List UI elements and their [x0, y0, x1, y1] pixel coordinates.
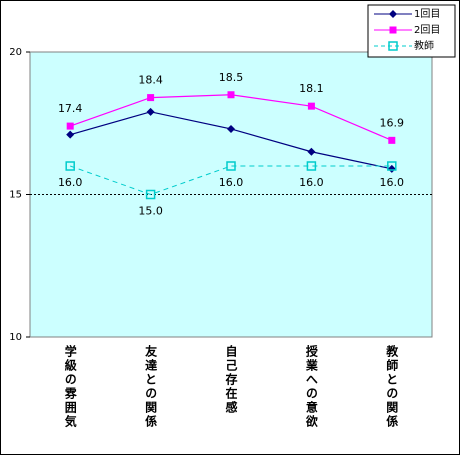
legend-marker	[388, 41, 398, 51]
data-point	[65, 161, 75, 171]
data-point	[306, 161, 317, 171]
legend-marker	[389, 26, 397, 34]
series-line	[70, 165, 392, 196]
data-label: 16.0	[380, 176, 405, 189]
data-point	[387, 161, 397, 171]
data-point	[227, 91, 235, 99]
x-tick-label: 友達との関係	[144, 344, 158, 429]
data-label: 18.4	[138, 74, 163, 87]
data-point	[387, 164, 396, 173]
legend-marker	[389, 10, 397, 18]
data-label: 16.0	[58, 176, 83, 189]
x-tick-label: 教師との関係	[385, 344, 399, 429]
data-point	[147, 94, 155, 102]
data-point	[146, 107, 155, 116]
legend-box	[367, 4, 456, 58]
data-point	[226, 161, 236, 171]
data-point	[66, 122, 74, 130]
data-point	[227, 124, 235, 133]
data-label: 15.0	[138, 205, 163, 218]
y-tick-label: 20	[9, 47, 22, 58]
legend-label: 1回目	[414, 8, 440, 20]
data-label: 18.1	[299, 82, 324, 95]
x-tick-label: 授業への意欲	[304, 344, 318, 429]
data-label: 17.4	[58, 102, 83, 115]
data-point	[145, 189, 156, 200]
x-tick-label: 学級の雰囲気	[63, 344, 77, 429]
data-label: 18.5	[219, 71, 244, 84]
data-point	[388, 136, 396, 144]
data-point	[307, 147, 316, 156]
data-label: 16.0	[219, 176, 244, 189]
legend-label: 教師	[414, 39, 434, 52]
x-tick-label: 自己存在感	[224, 344, 238, 415]
legend-label: 2回目	[414, 24, 440, 36]
data-label: 16.9	[380, 116, 405, 129]
data-label: 16.0	[299, 176, 324, 189]
data-point	[307, 102, 315, 110]
y-tick-label: 15	[9, 190, 22, 201]
data-point	[66, 130, 75, 139]
y-tick-label: 10	[9, 332, 22, 343]
